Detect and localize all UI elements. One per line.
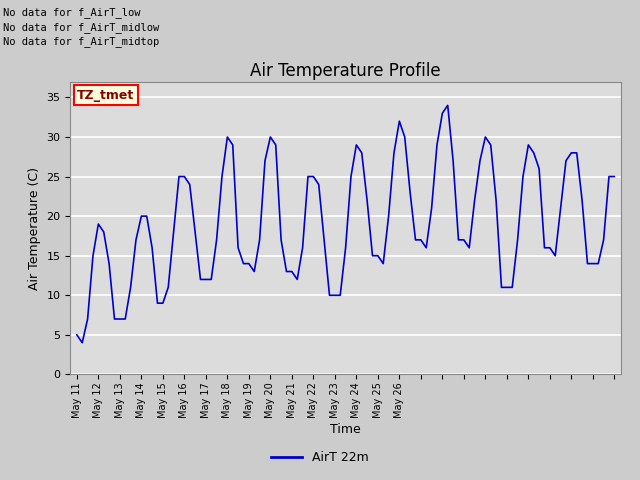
Text: No data for f_AirT_low: No data for f_AirT_low (3, 7, 141, 18)
Title: Air Temperature Profile: Air Temperature Profile (250, 62, 441, 80)
Text: TZ_tmet: TZ_tmet (77, 88, 134, 102)
Legend: AirT 22m: AirT 22m (266, 446, 374, 469)
Text: No data for f_AirT_midtop: No data for f_AirT_midtop (3, 36, 159, 47)
Y-axis label: Air Temperature (C): Air Temperature (C) (28, 167, 41, 289)
X-axis label: Time: Time (330, 423, 361, 436)
Text: No data for f_AirT_midlow: No data for f_AirT_midlow (3, 22, 159, 33)
